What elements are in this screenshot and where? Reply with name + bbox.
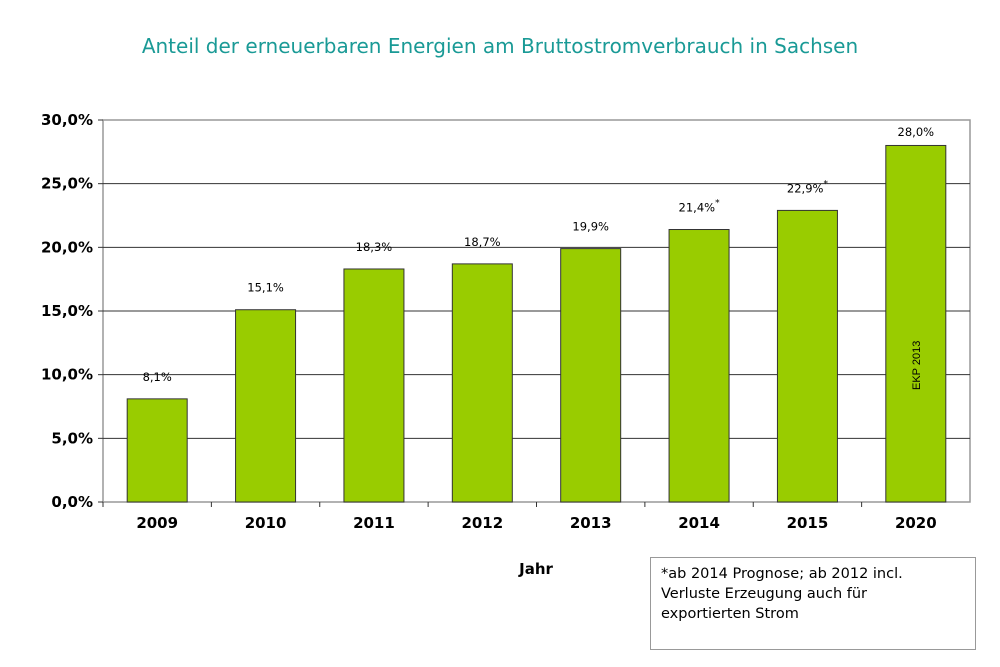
data-label: 18,3%	[356, 240, 393, 254]
footnote-line: exportierten Strom	[661, 606, 799, 622]
x-tick-label: 2020	[895, 514, 937, 532]
footnote-line: Verluste Erzeugung auch für	[661, 586, 868, 602]
x-tick-label: 2010	[245, 514, 287, 532]
footnote-box: *ab 2014 Prognose; ab 2012 incl. Verlust…	[650, 557, 976, 650]
data-label: 15,1%	[247, 281, 284, 295]
bar-2011	[343, 268, 405, 503]
x-tick-label: 2011	[353, 514, 395, 532]
bar-2014	[668, 229, 730, 503]
data-label: 19,9%	[572, 220, 609, 234]
y-tick-label: 10,0%	[41, 366, 93, 384]
x-tick-label: 2012	[461, 514, 503, 532]
y-tick-label: 25,0%	[41, 175, 93, 193]
bar-2020	[885, 144, 947, 503]
footnote-line: *ab 2014 Prognose; ab 2012 incl.	[661, 566, 903, 582]
data-label: 18,7%	[464, 235, 501, 249]
x-tick-label: 2014	[678, 514, 720, 532]
bar-annotation: EKP 2013	[911, 341, 923, 390]
bar-2010	[235, 309, 297, 503]
x-axis-label: Jahr	[518, 560, 553, 578]
data-label: 28,0%	[898, 125, 935, 139]
x-tick-label: 2015	[787, 514, 829, 532]
chart-title: Anteil der erneuerbaren Energien am Brut…	[141, 34, 859, 58]
y-tick-label: 15,0%	[41, 302, 93, 320]
bar-2013	[560, 248, 622, 503]
y-tick-label: 0,0%	[51, 493, 93, 511]
x-tick-label: 2013	[570, 514, 612, 532]
y-tick-label: 20,0%	[41, 238, 93, 256]
data-label: 21,4%*	[679, 199, 721, 215]
data-label: 22,9%*	[787, 179, 829, 195]
y-tick-label: 30,0%	[41, 111, 93, 129]
y-tick-label: 5,0%	[51, 429, 93, 447]
bar-2015	[776, 209, 838, 503]
x-tick-label: 2009	[136, 514, 178, 532]
bar-2012	[451, 263, 513, 503]
bar-2009	[126, 398, 188, 503]
data-label: 8,1%	[143, 370, 172, 384]
